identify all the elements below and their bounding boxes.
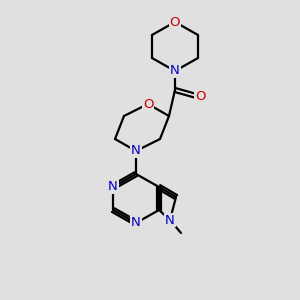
Text: O: O [143,98,153,110]
Text: N: N [131,145,141,158]
Text: N: N [165,214,175,226]
Text: N: N [170,64,180,77]
Text: N: N [108,181,118,194]
Text: N: N [131,217,141,230]
Text: O: O [195,91,205,103]
Text: O: O [170,16,180,28]
